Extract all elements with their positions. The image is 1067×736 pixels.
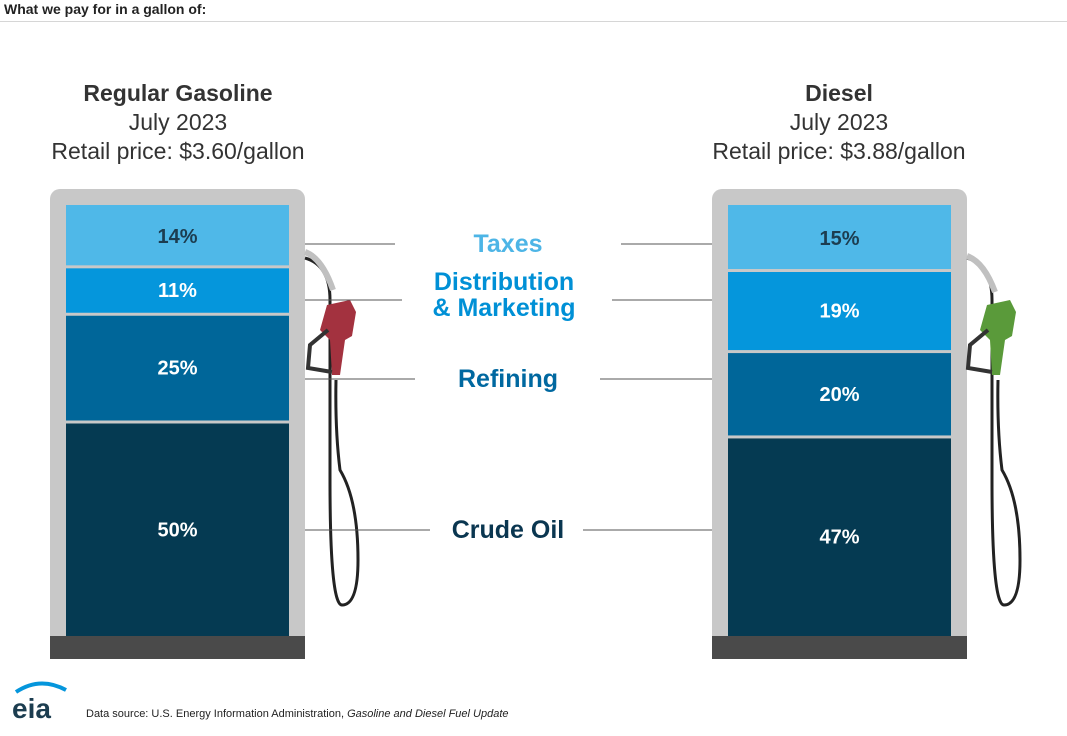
category-label-refining: Refining (458, 365, 558, 393)
diesel-header: Diesel July 2023 Retail price: $3.88/gal… (674, 79, 1004, 166)
bar-value-label-0-0: 50% (157, 519, 197, 541)
eia-logo: eia (12, 681, 67, 724)
category-label-taxes: Taxes (473, 230, 543, 258)
eia-logo-text: eia (12, 693, 51, 724)
bar-segment-0-3 (66, 205, 289, 266)
diesel-name: Diesel (805, 80, 873, 106)
bar-segment-1-3 (728, 205, 951, 270)
gasoline-name: Regular Gasoline (83, 80, 273, 106)
diesel-hose (966, 256, 1022, 607)
eia-logo-swoosh (14, 681, 67, 694)
bar-value-label-0-2: 11% (158, 280, 197, 302)
bar-segment-0-1 (66, 315, 289, 421)
diesel-period: July 2023 (789, 109, 889, 135)
bar-value-label-1-0: 47% (819, 527, 859, 549)
bar-value-label-0-3: 14% (157, 226, 197, 248)
page-title: What we pay for in a gallon of: (4, 1, 207, 17)
gasoline-pump-base (50, 636, 305, 659)
bar-value-label-0-1: 25% (157, 358, 197, 380)
bar-segment-1-2 (728, 272, 951, 351)
distribution-label-line1: Distribution (433, 268, 575, 296)
gasoline-nozzle-icon (305, 300, 356, 375)
gasoline-price: Retail price: $3.60/gallon (51, 138, 305, 164)
category-label-distribution: Distribution & Marketing (389, 269, 619, 321)
bar-segment-1-1 (728, 353, 951, 436)
category-label-crude-oil: Crude Oil (451, 516, 565, 544)
diesel-pump-base (712, 636, 967, 659)
gasoline-period: July 2023 (128, 109, 228, 135)
bar-value-label-1-1: 20% (819, 384, 859, 406)
title-divider (0, 21, 1067, 22)
gasoline-header: Regular Gasoline July 2023 Retail price:… (13, 79, 343, 166)
bar-segment-1-0 (728, 438, 951, 636)
diesel-nozzle-icon (965, 300, 1016, 375)
distribution-label-line2: & Marketing (432, 294, 576, 322)
connector-lines (305, 243, 712, 531)
gasoline-hose-connector (303, 249, 336, 291)
data-source-note: Data source: U.S. Energy Information Adm… (86, 708, 509, 720)
bar-segment-0-2 (66, 268, 289, 313)
source-prefix: Data source: U.S. Energy Information Adm… (86, 708, 348, 720)
source-title: Gasoline and Diesel Fuel Update (347, 708, 509, 720)
bar-value-label-1-3: 15% (819, 228, 859, 250)
bar-value-label-1-2: 19% (819, 301, 859, 323)
bar-segment-0-0 (66, 423, 289, 636)
diesel-price: Retail price: $3.88/gallon (712, 138, 966, 164)
diesel-hose-connector (965, 253, 998, 294)
